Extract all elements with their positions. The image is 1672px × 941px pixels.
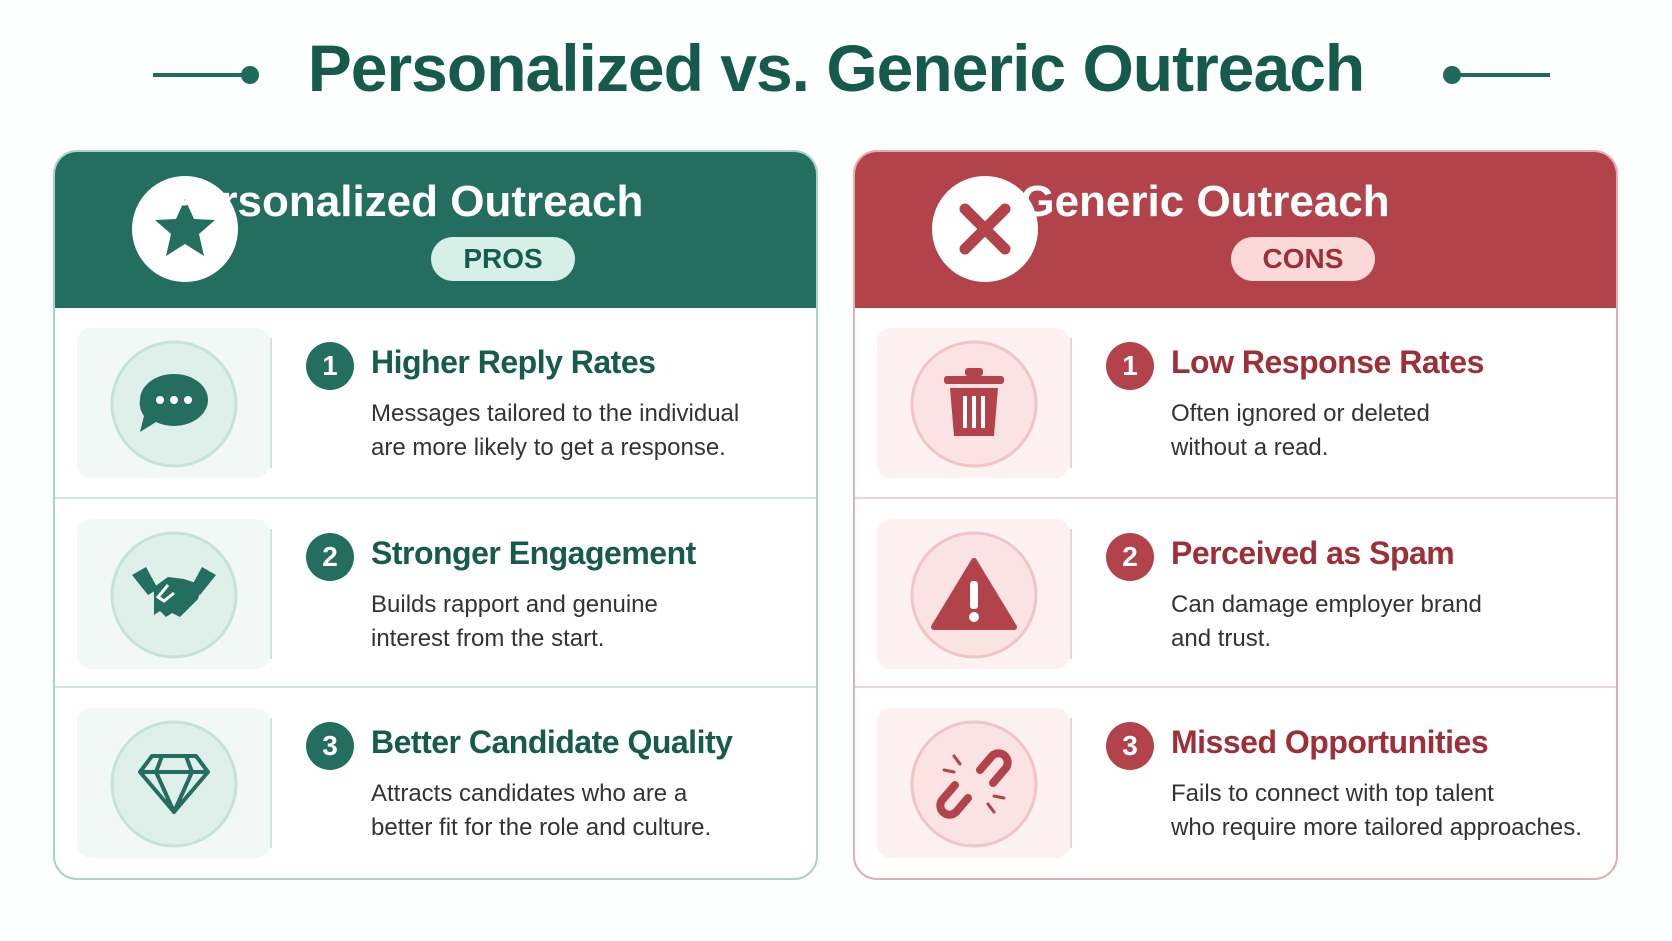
item-icon-svg [110,720,238,848]
item-icon [908,529,1040,666]
item-heading: Missed Opportunities [1171,724,1489,760]
item-row: 2 Stronger Engagement Builds rapport and g… [55,497,816,688]
item-icon-svg [110,340,238,468]
item-number: 2 [306,533,354,581]
item-heading: Low Response Rates [1171,344,1484,380]
item-text: Builds rapport and genuine [371,591,658,618]
item-text: who require more tailored approaches. [1171,814,1582,841]
item-row: 3 Missed Opportunities Fails to connect wi… [855,686,1616,877]
item-number: 3 [306,722,354,770]
item-text: Often ignored or deleted [1171,400,1430,427]
item-row: 1 Higher Reply Rates Messages tailored to … [55,308,816,497]
title-decoration [153,66,1550,84]
item-heading: Stronger Engagement [371,535,696,571]
header-icon [131,175,239,288]
item-text: Messages tailored to the individual [371,400,740,427]
panel: Personalized Outreach PROS 1 Higher Reply R… [53,150,818,880]
separator [270,338,272,468]
item-text: Attracts candidates who are a [371,780,688,807]
item-number: 2 [1106,533,1154,581]
header-icon-svg [132,176,238,282]
item-icon [108,338,240,475]
item-icon [908,718,1040,855]
panel-header: Personalized Outreach PROS [55,152,816,308]
item-text: and trust. [1171,625,1272,652]
item-icon [108,529,240,666]
separator [1070,529,1072,659]
badge: PROS [431,237,575,281]
item-icon-svg [910,531,1038,659]
item-row: 1 Low Response Rates Often ignored or dele… [855,308,1616,497]
title: Personalized vs. Generic Outreach [307,31,1365,105]
panel-header: Generic Outreach CONS [855,152,1616,308]
item-text: Fails to connect with top talent [1171,780,1494,807]
separator [1070,338,1072,468]
item-text: Can damage employer brand [1171,591,1482,618]
item-number: 3 [1106,722,1154,770]
item-icon [108,718,240,855]
item-icon-svg [110,531,238,659]
header-icon-svg [932,176,1038,282]
separator [270,718,272,848]
separator [1070,718,1072,848]
panel-title: Generic Outreach [1020,177,1390,226]
item-text: interest from the start. [371,625,605,652]
item-icon [908,338,1040,475]
item-heading: Better Candidate Quality [371,724,733,760]
item-heading: Higher Reply Rates [371,344,656,380]
item-icon-svg [910,340,1038,468]
badge: CONS [1231,237,1375,281]
item-number: 1 [1106,342,1154,390]
item-row: 2 Perceived as Spam Can damage employer br… [855,497,1616,688]
panel-title: Personalized Outreach [166,177,644,226]
item-heading: Perceived as Spam [1171,535,1455,571]
item-text: without a read. [1171,434,1329,461]
item-text: better fit for the role and culture. [371,814,712,841]
item-icon-svg [910,720,1038,848]
item-row: 3 Better Candidate Quality Attracts candid… [55,686,816,877]
item-number: 1 [306,342,354,390]
panel: Generic Outreach CONS 1 Low Response Rates O… [853,150,1618,880]
header-icon [931,175,1039,288]
item-text: are more likely to get a response. [371,434,726,461]
separator [270,529,272,659]
